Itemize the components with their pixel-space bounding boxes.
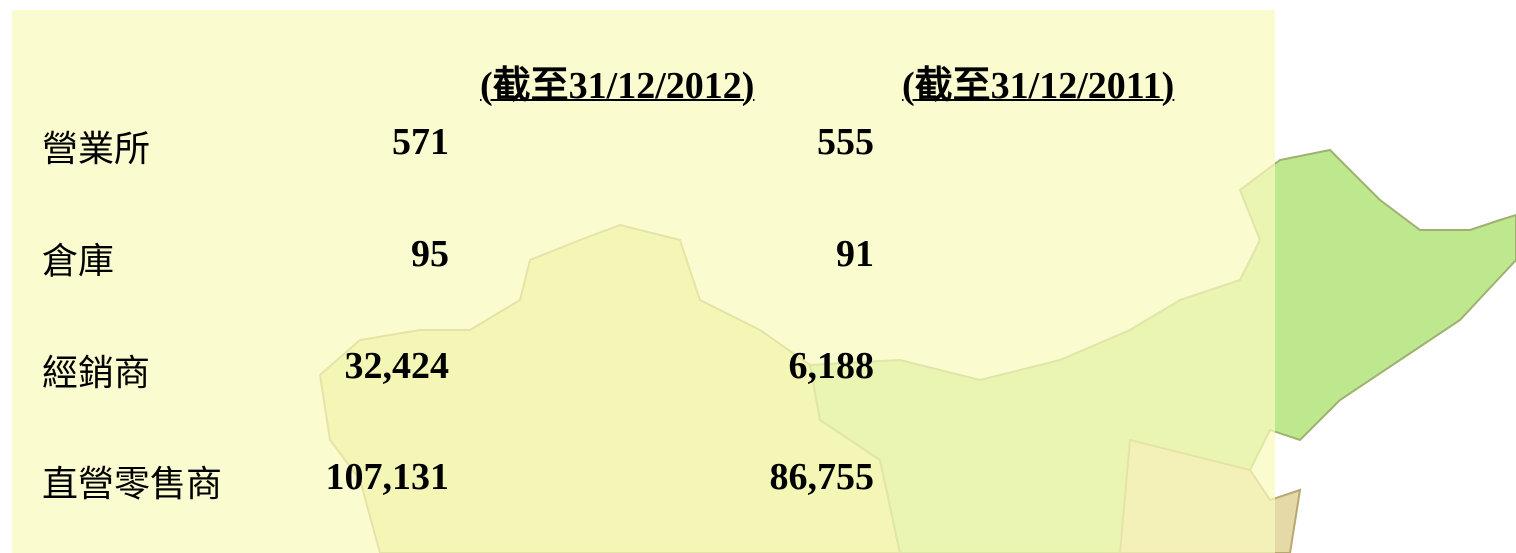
- row-label: 經銷商: [42, 353, 151, 394]
- cell-value: 95: [411, 233, 449, 275]
- row-label: 直營零售商: [42, 464, 223, 505]
- cell-value: 32,424: [344, 345, 450, 387]
- cell-value: 91: [836, 233, 874, 275]
- row-label: 倉庫: [42, 241, 115, 282]
- cell-value: 571: [392, 121, 449, 163]
- cell-value: 555: [817, 121, 874, 163]
- column-header: (截至31/12/2012): [480, 65, 755, 107]
- column-header: (截至31/12/2011): [902, 65, 1175, 107]
- cell-value: 86,755: [769, 456, 875, 498]
- row-label: 營業所: [42, 129, 151, 170]
- table-panel: (截至31/12/2012) (截至31/12/2011) 營業所 571 55…: [12, 10, 1275, 553]
- cell-value: 107,131: [325, 456, 450, 498]
- cell-value: 6,188: [788, 345, 875, 387]
